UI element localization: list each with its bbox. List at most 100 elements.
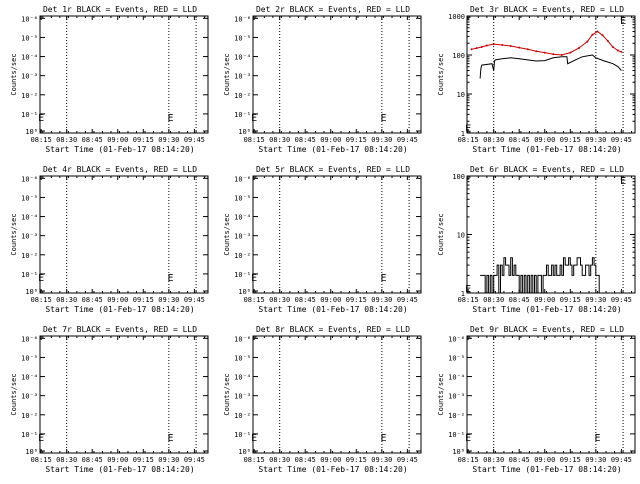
y-tick-label: 10⁰ — [238, 128, 251, 136]
x-tick-label: 09:45 — [611, 296, 632, 304]
x-tick-label: 09:45 — [397, 456, 418, 464]
lld-point — [596, 30, 599, 33]
y-tick-label: 10⁻⁶ — [21, 175, 38, 183]
x-tick-label: 08:15 — [458, 296, 479, 304]
y-tick-label: 10⁻² — [234, 412, 251, 420]
y-tick-label: 10⁻⁵ — [234, 34, 251, 42]
e-marker-label: E — [251, 113, 257, 124]
y-tick-label: 10⁻⁶ — [448, 335, 465, 343]
x-tick-label: 09:15 — [346, 136, 367, 144]
lld-point — [480, 46, 483, 49]
y-tick-label: 1000 — [448, 13, 465, 21]
x-tick-label: 08:30 — [269, 456, 290, 464]
e-marker-label: E — [38, 113, 44, 124]
x-tick-label: 09:30 — [585, 136, 606, 144]
chart-title: Det 8r BLACK = Events, RED = LLD — [256, 325, 410, 334]
y-axis-title: Counts/sec — [437, 373, 445, 415]
y-tick-label: 10⁻¹ — [234, 111, 251, 119]
plot-frame — [39, 175, 209, 294]
x-tick-label: 09:15 — [133, 456, 154, 464]
x-tick-label: 08:45 — [295, 136, 316, 144]
y-tick-label: 10 — [457, 232, 465, 240]
e-marker-label: E — [381, 433, 387, 444]
x-tick-label: 09:15 — [133, 136, 154, 144]
e-marker-label: E — [168, 433, 174, 444]
x-tick-label: 09:00 — [534, 456, 555, 464]
lld-point — [620, 50, 623, 53]
y-tick-label: 10⁰ — [25, 448, 38, 456]
y-tick-label: 10⁰ — [238, 448, 251, 456]
y-tick-label: 10⁻³ — [21, 393, 38, 401]
y-tick-label: 10⁻⁴ — [448, 374, 465, 382]
y-tick-label: 10⁻¹ — [21, 271, 38, 279]
y-tick-label: 10⁻⁶ — [234, 175, 251, 183]
y-tick-label: 10⁻⁴ — [234, 54, 251, 62]
y-tick-label: 10⁻⁵ — [234, 194, 251, 202]
lld-point — [611, 46, 614, 49]
lld-point — [586, 40, 589, 43]
y-tick-label: 10⁻¹ — [234, 431, 251, 439]
x-tick-label: 08:45 — [82, 456, 103, 464]
y-tick-label: 10⁻⁵ — [21, 354, 38, 362]
y-tick-label: 10⁻³ — [448, 393, 465, 401]
x-tick-label: 09:30 — [371, 456, 392, 464]
x-axis-title: Start Time (01-Feb-17 08:14:20) — [45, 305, 194, 314]
x-tick-label: 09:30 — [158, 296, 179, 304]
y-tick-label: 10⁻⁶ — [21, 335, 38, 343]
y-axis-title: Counts/sec — [10, 213, 18, 255]
y-tick-label: 10⁻² — [448, 412, 465, 420]
e-marker-label: E — [251, 273, 257, 284]
x-axis-title: Start Time (01-Feb-17 08:14:20) — [472, 305, 621, 314]
x-tick-label: 09:45 — [184, 456, 205, 464]
y-tick-label: 10⁻⁵ — [448, 354, 465, 362]
x-tick-label: 08:15 — [244, 296, 265, 304]
x-tick-label: 09:30 — [158, 136, 179, 144]
y-tick-label: 10⁻⁵ — [21, 194, 38, 202]
x-tick-label: 08:15 — [31, 296, 52, 304]
chart-title: Det 7r BLACK = Events, RED = LLD — [43, 325, 197, 334]
y-tick-label: 10⁻¹ — [21, 431, 38, 439]
y-tick-label: 10⁻³ — [234, 233, 251, 241]
plot-frame — [39, 335, 209, 454]
x-tick-label: 08:45 — [509, 296, 530, 304]
y-axis-title: Counts/sec — [10, 373, 18, 415]
lld-point — [492, 43, 495, 46]
e-marker-label: E — [38, 273, 44, 284]
y-tick-label: 1 — [461, 130, 465, 138]
x-tick-label: 08:45 — [295, 296, 316, 304]
y-tick-label: 10⁰ — [452, 448, 465, 456]
x-tick-label: 08:15 — [458, 456, 479, 464]
e-marker-label: E — [620, 16, 626, 27]
e-marker-label: E — [465, 123, 471, 134]
plot-frame — [252, 335, 422, 454]
x-tick-label: 08:45 — [82, 136, 103, 144]
y-tick-label: 10⁻¹ — [21, 111, 38, 119]
y-axis-title: Counts/sec — [223, 213, 231, 255]
x-tick-label: 08:45 — [295, 456, 316, 464]
x-tick-label: 09:45 — [184, 136, 205, 144]
plot-frame — [252, 175, 422, 294]
y-tick-label: 10⁻⁴ — [21, 374, 38, 382]
chart-panel-9: Det 9r BLACK = Events, RED = LLD 08:15 08:… — [437, 325, 636, 474]
x-tick-label: 09:45 — [611, 456, 632, 464]
x-axis-title: Start Time (01-Feb-17 08:14:20) — [472, 145, 621, 154]
x-tick-label: 08:30 — [269, 136, 290, 144]
x-tick-label: 08:30 — [483, 456, 504, 464]
e-marker-label: E — [168, 113, 174, 124]
x-tick-label: 09:45 — [611, 136, 632, 144]
x-tick-label: 09:15 — [346, 296, 367, 304]
chart-title: Det 4r BLACK = Events, RED = LLD — [43, 165, 197, 174]
event-rate-line — [479, 54, 622, 79]
x-tick-label: 09:15 — [560, 456, 581, 464]
e-marker-label: E — [381, 273, 387, 284]
x-axis-title: Start Time (01-Feb-17 08:14:20) — [45, 145, 194, 154]
y-tick-label: 10⁻⁵ — [21, 34, 38, 42]
e-marker-label: E — [465, 284, 471, 295]
lld-point — [470, 48, 473, 51]
x-axis-title: Start Time (01-Feb-17 08:14:20) — [258, 465, 407, 474]
x-tick-label: 08:30 — [483, 296, 504, 304]
x-tick-label: 09:45 — [397, 296, 418, 304]
e-marker-label: E — [381, 113, 387, 124]
chart-title: Det 2r BLACK = Events, RED = LLD — [256, 5, 410, 14]
